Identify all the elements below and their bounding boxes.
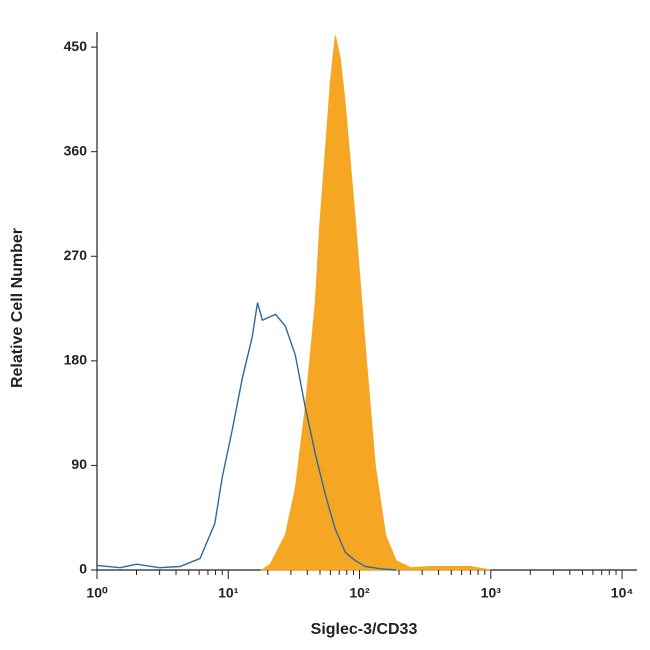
y-tick-label: 360 [64, 142, 88, 158]
outline-histogram [96, 302, 397, 571]
y-tick-label: 90 [71, 456, 87, 472]
y-tick-label: 270 [64, 247, 88, 263]
x-tick-label: 10³ [481, 585, 502, 601]
filled-histogram [260, 35, 491, 571]
x-tick-label: 10¹ [218, 585, 239, 601]
x-tick-label: 10⁰ [86, 585, 108, 601]
y-tick-label: 180 [64, 352, 88, 368]
x-tick-label: 10² [349, 585, 370, 601]
y-tick-label: 450 [64, 38, 88, 54]
y-tick-label: 0 [79, 561, 87, 577]
x-axis-title: Siglec-3/CD33 [311, 621, 418, 638]
y-axis-title: Relative Cell Number [9, 228, 26, 388]
x-tick-label: 10⁴ [611, 585, 634, 601]
plot-area [96, 35, 491, 571]
